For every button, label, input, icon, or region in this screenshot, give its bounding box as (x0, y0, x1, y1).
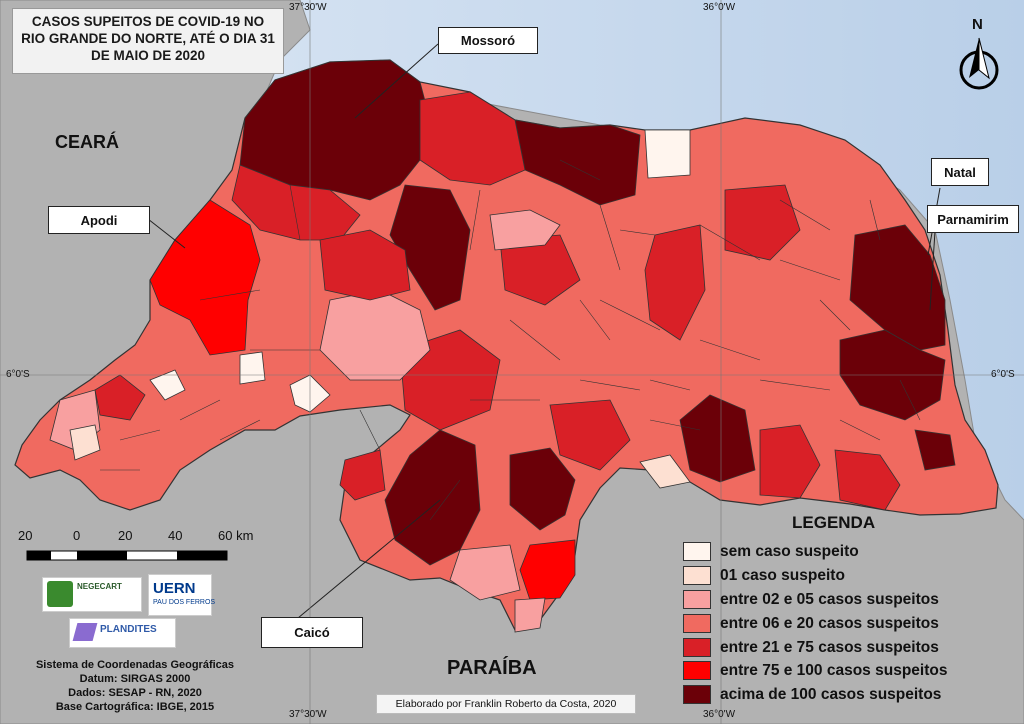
title-line: DE MAIO DE 2020 (90, 48, 206, 63)
coordinate-label: 36°0'W (703, 2, 736, 13)
municipality-west-8 (239, 351, 266, 385)
legend-item: 01 caso suspeito (683, 565, 845, 586)
legend-label: acima de 100 casos suspeitos (720, 685, 942, 703)
map-title: CASOS SUPEITOS DE COVID-19 NO RIO GRANDE… (12, 8, 284, 74)
plandites-logo-text: PLANDITES (100, 624, 157, 635)
municipality-south-4 (339, 449, 386, 501)
municipality-south-2 (519, 539, 576, 601)
municipality-east-5 (834, 449, 901, 511)
uern-logo-text: UERN (153, 580, 196, 597)
plandites-logo: PLANDITES (69, 618, 176, 648)
legend-swatch (683, 566, 711, 585)
legend-title: LEGENDA (792, 513, 876, 532)
coordinate-label: 37°30'W (289, 2, 327, 13)
title-line: CASOS SUPEITOS DE COVID-19 NO (31, 14, 265, 29)
scale-label: 20 (18, 528, 33, 543)
title-line: RIO GRANDE DO NORTE, ATÉ O DIA 31 (21, 31, 275, 46)
legend-item: entre 21 e 75 casos suspeitos (683, 637, 939, 658)
scale-bar (26, 550, 228, 561)
coordinate-label: 6°0'S (991, 369, 1015, 380)
callout-apodi: Apodi (48, 206, 150, 234)
region-label-paraiba: PARAÍBA (447, 657, 537, 679)
legend-swatch (683, 638, 711, 657)
tree-icon (47, 581, 73, 607)
scale-label: 0 (73, 528, 81, 543)
metadata-line: Dados: SESAP - RN, 2020 (68, 687, 202, 699)
map-metadata: Sistema de Coordenadas Geográficas Datum… (10, 658, 260, 714)
legend-item: acima de 100 casos suspeitos (683, 684, 941, 705)
legend-swatch (683, 614, 711, 633)
municipality-apodi (149, 199, 261, 356)
callout-leader-parnamirim (929, 230, 936, 311)
north-arrow-icon (959, 37, 999, 90)
municipality-east-3 (679, 394, 756, 483)
municipality-center-3 (549, 399, 631, 471)
municipality-east-6 (914, 429, 956, 471)
municipality-east-7 (639, 454, 691, 489)
negecart-logo-text: NEGECART (77, 582, 122, 591)
legend-label: entre 06 e 20 casos suspeitos (720, 614, 939, 632)
legend-item: entre 06 e 20 casos suspeitos (683, 613, 939, 634)
legend-label: sem caso suspeito (720, 542, 859, 560)
callout-parnamirim: Parnamirim (927, 205, 1019, 233)
municipality-south-1 (509, 447, 576, 531)
municipality-north-1 (514, 119, 641, 206)
municipality-south-5 (449, 544, 521, 601)
municipality-north-3 (419, 91, 526, 186)
legend-label: entre 75 e 100 casos suspeitos (720, 661, 948, 679)
plandites-icon (72, 623, 98, 641)
legend-swatch (683, 685, 711, 704)
legend-item: entre 02 e 05 casos suspeitos (683, 589, 939, 610)
municipality-west-5 (69, 424, 101, 461)
coordinate-label: 36°0'W (703, 709, 736, 720)
metadata-line: Sistema de Coordenadas Geográficas (35, 659, 235, 671)
municipality-north-2 (389, 184, 471, 311)
callout-natal: Natal (931, 158, 989, 186)
municipality-west-3 (94, 374, 146, 421)
municipality-natal (849, 224, 946, 351)
municipality-east-4 (759, 424, 821, 499)
negecart-logo: NEGECART (42, 577, 142, 612)
scale-label: 60 km (218, 528, 254, 543)
municipality-south-3 (514, 597, 546, 633)
legend-item: sem caso suspeito (683, 541, 859, 562)
callout-mossoro: Mossoró (438, 27, 538, 54)
region-label-ceara: CEARÁ (55, 132, 120, 152)
credit-label: Elaborado por Franklin Roberto da Costa,… (376, 694, 636, 714)
legend-label: 01 caso suspeito (720, 566, 845, 584)
legend-label: entre 21 e 75 casos suspeitos (720, 638, 939, 656)
legend-swatch (683, 542, 711, 561)
callout-caico: Caicó (261, 617, 363, 648)
north-arrow-label: N (972, 16, 983, 33)
callout-leader-caico (297, 499, 441, 619)
municipality-blank-1 (644, 129, 691, 179)
municipal-boundaries (100, 159, 921, 521)
legend-swatch (683, 661, 711, 680)
metadata-line: Base Cartográfica: IBGE, 2015 (55, 701, 215, 713)
legend-label: entre 02 e 05 casos suspeitos (720, 590, 939, 608)
legend-item: entre 75 e 100 casos suspeitos (683, 660, 947, 681)
scale-label: 20 (118, 528, 133, 543)
municipality-east-1 (724, 184, 801, 261)
coordinate-label: 37°30'W (289, 709, 327, 720)
legend-swatch (683, 590, 711, 609)
scale-label: 40 (168, 528, 183, 543)
municipality-center-5 (489, 209, 561, 251)
callout-leader-mossoro (354, 43, 439, 119)
uern-logo: UERN PAU DOS FERROS (148, 574, 216, 616)
municipality-west-2 (319, 229, 411, 301)
callout-leader-apodi (147, 218, 186, 249)
coordinate-label: 6°0'S (6, 369, 30, 380)
uern-logo-subtext: PAU DOS FERROS (153, 599, 216, 606)
municipality-west-6 (149, 369, 186, 401)
metadata-line: Datum: SIRGAS 2000 (79, 673, 191, 685)
